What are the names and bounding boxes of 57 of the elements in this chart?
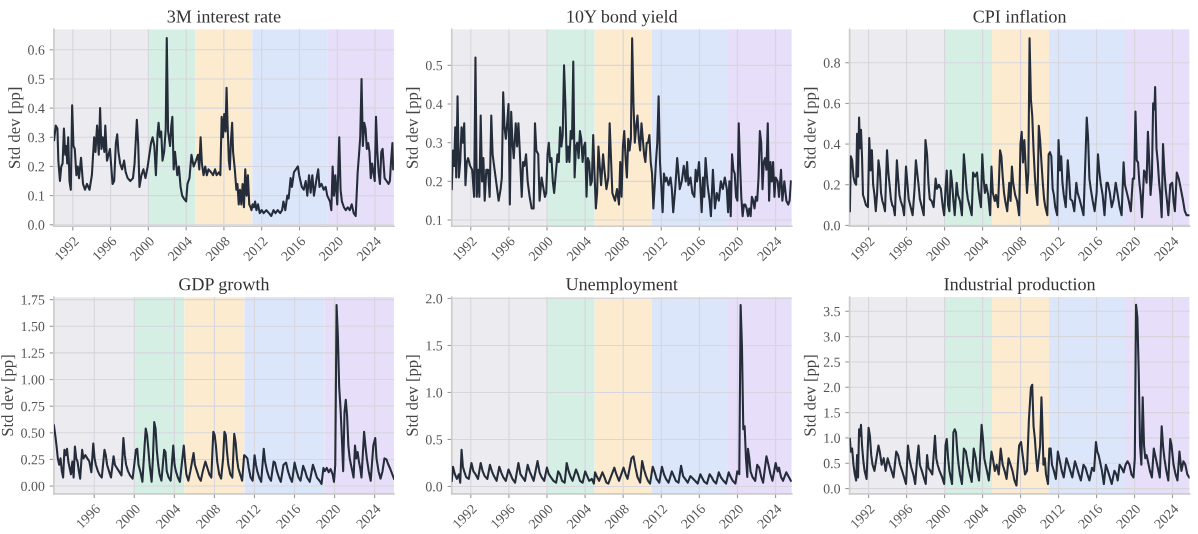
y-tick-label: 0.1 (28, 191, 45, 201)
y-tick-label: 0.75 (21, 401, 45, 412)
line-series (451, 37, 792, 218)
y-tick-label: 0.2 (28, 162, 45, 172)
line-series (451, 304, 792, 485)
y-tick-label: 0.25 (21, 455, 45, 465)
y-tick-label: 1.0 (426, 388, 443, 398)
y-tick-label: 0.2 (823, 180, 840, 190)
chart-title: Unemployment (565, 277, 678, 295)
y-axis-title: Std dev [pp] (803, 87, 820, 168)
y-tick-label: 0.50 (21, 428, 45, 438)
y-tick-label: 0.4 (425, 99, 443, 110)
y-tick-label: 0.6 (28, 45, 45, 55)
y-axis-title: Std dev [pp] (406, 87, 422, 168)
y-tick-label: 1.25 (21, 348, 45, 358)
y-tick-label: 0.0 (823, 484, 841, 494)
line-series (53, 303, 394, 485)
y-axis-title: Std dev [pp] (1, 355, 17, 436)
y-tick-label: 0.0 (425, 482, 443, 492)
y-tick-label: 0.5 (28, 74, 45, 84)
y-tick-label: 1.0 (824, 433, 841, 443)
y-axis-title: Std dev [pp] (406, 355, 422, 436)
y-axis-title: Std dev [pp] (8, 87, 24, 168)
y-tick-label: 0.3 (28, 132, 45, 143)
chart-title: 10Y bond yield (567, 9, 678, 27)
x-tick-label: 1992 (452, 503, 478, 529)
y-tick-label: 0.6 (823, 98, 841, 109)
y-tick-label: 2.0 (823, 382, 841, 393)
y-tick-label: 1.50 (21, 321, 45, 332)
chart-title: 3M interest rate (167, 10, 281, 23)
y-tick-label: 0.8 (823, 58, 841, 68)
y-tick-label: 0.0 (28, 220, 45, 230)
y-tick-label: 3.0 (823, 332, 841, 342)
y-tick-label: 0.4 (28, 103, 45, 114)
y-tick-label: 2.5 (823, 357, 841, 367)
y-tick-label: 0.2 (425, 176, 442, 187)
line-series (53, 37, 394, 218)
y-tick-label: 0.5 (425, 60, 443, 71)
chart-title: GDP growth (179, 277, 270, 295)
y-tick-label: 3.5 (823, 306, 841, 317)
y-tick-label: 2.0 (425, 294, 443, 304)
y-tick-label: 1.5 (426, 341, 443, 351)
y-tick-label: 0.00 (21, 481, 45, 492)
line-series (849, 303, 1190, 487)
y-tick-label: 0.0 (823, 221, 841, 231)
y-tick-label: 1.5 (824, 408, 841, 418)
y-tick-label: 0.3 (425, 138, 443, 148)
y-axis-title: Std dev [pp] (803, 355, 820, 436)
y-tick-label: 1.75 (21, 295, 45, 305)
chart-title: Industrial production (944, 277, 1096, 294)
y-tick-label: 1.00 (21, 375, 45, 385)
chart-title: CPI inflation (973, 9, 1067, 23)
y-tick-label: 0.4 (823, 139, 841, 150)
y-tick-label: 0.5 (823, 458, 841, 469)
y-tick-label: 0.1 (425, 215, 442, 226)
y-tick-label: 0.5 (425, 435, 443, 445)
line-series (849, 37, 1190, 219)
